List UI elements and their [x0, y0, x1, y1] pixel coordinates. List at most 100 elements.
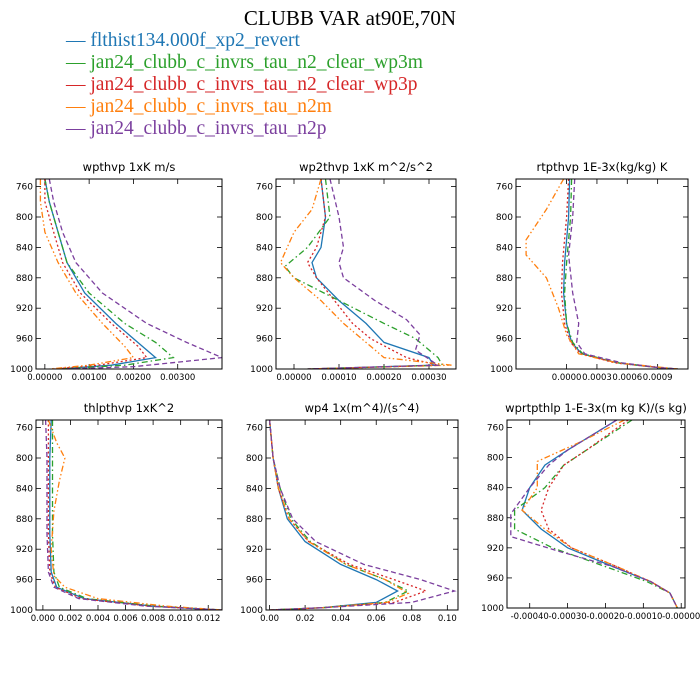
x-tick-label: 0.06 [367, 614, 386, 624]
series-line [49, 420, 222, 610]
y-tick-label: 880 [256, 274, 273, 284]
x-tick-label: 0.0006 [612, 373, 642, 383]
x-tick-label: 0.08 [402, 614, 421, 624]
x-tick-label: 0.00200 [116, 373, 151, 383]
legend-dash-glyph: — [66, 30, 91, 51]
legend-dash-glyph: — [66, 74, 91, 95]
legend-entry: — jan24_clubb_c_invrs_tau_n2_clear_wp3m [66, 52, 423, 74]
y-tick-label: 920 [16, 545, 33, 555]
x-tick-label: 0.004 [86, 614, 110, 624]
series-line [521, 420, 678, 608]
y-tick-label: 920 [246, 545, 263, 555]
y-tick-label: 1000 [240, 606, 263, 616]
series-line [44, 179, 158, 369]
panel-title: wp2thvp 1xK m^2/s^2 [299, 160, 433, 174]
series-line [560, 179, 678, 369]
series-line [525, 179, 678, 369]
series-line [540, 420, 678, 608]
x-tick-label: -0.00020 [586, 612, 624, 622]
y-tick-label: 760 [16, 183, 33, 193]
series-line [51, 420, 222, 610]
series-line [521, 420, 678, 608]
series-line [47, 420, 222, 610]
y-tick-label: 840 [246, 484, 263, 494]
y-tick-label: 840 [496, 243, 513, 253]
y-tick-label: 840 [16, 243, 33, 253]
y-tick-label: 1000 [490, 365, 513, 375]
series-line [513, 420, 678, 608]
legend-entry: — jan24_clubb_c_invrs_tau_n2p [66, 118, 423, 140]
x-tick-label: 0.00010 [321, 373, 356, 383]
y-tick-label: 760 [246, 424, 263, 434]
x-tick-label: 0.008 [141, 614, 165, 624]
plot-frame [35, 419, 223, 611]
y-tick-label: 1000 [10, 606, 33, 616]
y-tick-label: 760 [487, 424, 504, 434]
x-tick-label: 0.04 [331, 614, 350, 624]
x-tick-label: -0.00040 [511, 612, 549, 622]
y-tick-label: 960 [256, 335, 273, 345]
series-line [562, 179, 678, 369]
series-line [268, 420, 399, 610]
plot-frame [35, 178, 223, 370]
x-tick-label: 0.0003 [582, 373, 612, 383]
y-tick-label: 800 [487, 454, 504, 464]
x-tick-label: 0.00020 [366, 373, 401, 383]
x-tick-label: 0.10 [438, 614, 457, 624]
series-line [567, 179, 678, 369]
series-line [47, 420, 222, 610]
y-tick-label: 960 [487, 574, 504, 584]
series-line [44, 420, 222, 610]
y-tick-label: 960 [16, 576, 33, 586]
y-tick-label: 880 [16, 515, 33, 525]
series-line [306, 179, 439, 369]
panel-title: rtpthvp 1E-3x(kg/kg) K [537, 160, 668, 174]
legend-label: jan24_clubb_c_invrs_tau_n2_clear_wp3m [90, 52, 423, 73]
y-tick-label: 800 [246, 454, 263, 464]
x-tick-label: 0.00300 [160, 373, 195, 383]
x-tick-label: 0.00030 [411, 373, 446, 383]
series-line [279, 179, 452, 369]
plot-frame [515, 178, 689, 370]
y-tick-label: 1000 [250, 365, 273, 375]
legend-dash-glyph: — [66, 118, 91, 139]
panel-title: wp4 1x(m^4)/(s^4) [305, 401, 420, 415]
y-tick-label: 880 [487, 514, 504, 524]
x-tick-label: 0.000 [31, 614, 55, 624]
legend-label: flthist134.000f_xp2_revert [90, 30, 300, 51]
y-tick-label: 920 [16, 304, 33, 314]
y-tick-label: 1000 [481, 604, 504, 614]
y-tick-label: 920 [487, 544, 504, 554]
x-tick-label: 0.002 [58, 614, 82, 624]
x-tick-label: 0.0009 [643, 373, 673, 383]
y-tick-label: 760 [256, 183, 273, 193]
legend-dash-glyph: — [66, 96, 91, 117]
plot-frame [275, 178, 457, 370]
legend: — flthist134.000f_xp2_revert — jan24_clu… [66, 30, 423, 140]
series-line [44, 179, 148, 369]
y-tick-label: 960 [496, 335, 513, 345]
legend-label: jan24_clubb_c_invrs_tau_n2_clear_wp3p [90, 74, 418, 95]
legend-entry: — jan24_clubb_c_invrs_tau_n2m [66, 96, 423, 118]
series-line [307, 179, 441, 369]
x-tick-label: 0.00000 [276, 373, 311, 383]
legend-label: jan24_clubb_c_invrs_tau_n2p [90, 118, 327, 139]
x-tick-label: 0.00100 [72, 373, 107, 383]
y-tick-label: 920 [496, 304, 513, 314]
x-tick-label: -0.00030 [548, 612, 586, 622]
y-tick-label: 880 [496, 274, 513, 284]
y-tick-label: 800 [496, 213, 513, 223]
x-tick-label: 0.00000 [27, 373, 62, 383]
series-line [307, 179, 435, 369]
y-tick-label: 880 [16, 274, 33, 284]
legend-entry: — jan24_clubb_c_invrs_tau_n2_clear_wp3p [66, 74, 423, 96]
panel-title: wpthvp 1xK m/s [83, 160, 176, 174]
legend-label: jan24_clubb_c_invrs_tau_n2m [90, 96, 332, 117]
y-tick-label: 800 [256, 213, 273, 223]
x-tick-label: 0.010 [168, 614, 192, 624]
y-tick-label: 800 [16, 213, 33, 223]
x-tick-label: -0.00000 [662, 612, 700, 622]
panel-title: thlpthvp 1xK^2 [84, 401, 174, 415]
series-line [563, 179, 678, 369]
